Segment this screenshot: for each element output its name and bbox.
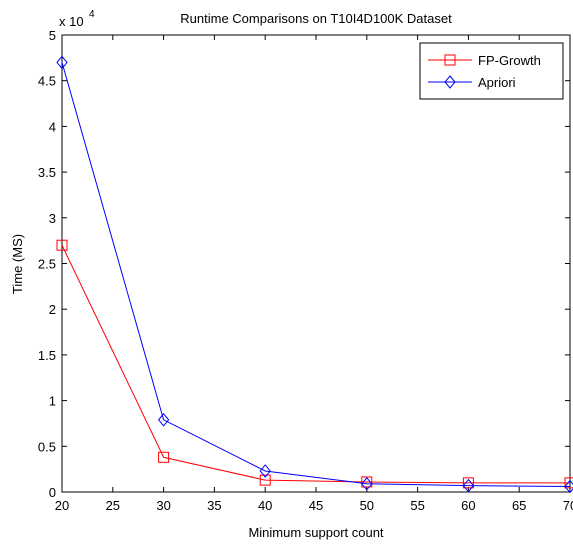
y-tick-label: 0 [49, 485, 56, 500]
apriori-point [361, 476, 373, 491]
y-multiplier-base: x 10 [59, 14, 84, 29]
legend-marker-fp-growth [444, 54, 456, 66]
x-tick-label: 35 [207, 498, 221, 513]
x-tick-label: 70 [563, 498, 573, 513]
x-tick-label: 45 [309, 498, 323, 513]
x-tick-label: 55 [410, 498, 424, 513]
fp-growth-point [158, 451, 170, 463]
fp-growth-line [61, 245, 570, 484]
x-tick-label: 65 [512, 498, 526, 513]
plot-area: 20 25 30 35 40 45 50 55 60 65 70 0 0.5 1 1.5 2 2.5 3 3.5 4 4… [38, 28, 573, 513]
y-tick-label: 1 [49, 394, 56, 409]
y-tick-label: 4.5 [38, 74, 56, 89]
x-tick-label: 25 [106, 498, 120, 513]
fp-growth-point [56, 239, 68, 251]
y-tick-label: 2.5 [38, 257, 56, 272]
fp-growth-point [361, 476, 373, 488]
fp-growth-point [259, 474, 271, 486]
apriori-point [462, 478, 475, 493]
fp-growth-point [564, 477, 573, 489]
x-tick-label: 30 [156, 498, 170, 513]
y-tick-label: 2 [49, 302, 56, 317]
y-tick-label: 3.5 [38, 165, 56, 180]
legend-label-apriori: Apriori [478, 75, 516, 90]
chart-title: Runtime Comparisons on T10I4D100K Datase… [180, 11, 452, 26]
y-tick-label: 5 [49, 28, 56, 43]
y-tick-label: 3 [49, 211, 56, 226]
y-axis-label: Time (MS) [10, 234, 25, 294]
legend-label-fp-growth: FP-Growth [478, 53, 541, 68]
legend-box [419, 42, 564, 100]
x-tick-label: 60 [461, 498, 475, 513]
legend: FP-Growth Apriori [419, 42, 564, 100]
legend-marker-apriori [444, 75, 456, 89]
x-tick-label: 20 [55, 498, 69, 513]
apriori-line [61, 62, 571, 488]
y-tick-label: 0.5 [38, 439, 56, 454]
apriori-point [259, 464, 271, 478]
x-tick-label: 40 [258, 498, 272, 513]
apriori-point [564, 479, 573, 494]
y-multiplier-exponent: 4 [89, 9, 95, 20]
apriori-point [56, 55, 68, 70]
apriori-point [157, 413, 170, 427]
fp-growth-point [462, 477, 474, 489]
plot-frame [61, 34, 571, 493]
y-axis-multiplier: x 10 4 [59, 9, 95, 29]
x-axis-label: Minimum support count [248, 525, 383, 540]
x-tick-label: 50 [360, 498, 374, 513]
y-tick-label: 1.5 [38, 348, 56, 363]
y-tick-label: 4 [49, 119, 56, 134]
